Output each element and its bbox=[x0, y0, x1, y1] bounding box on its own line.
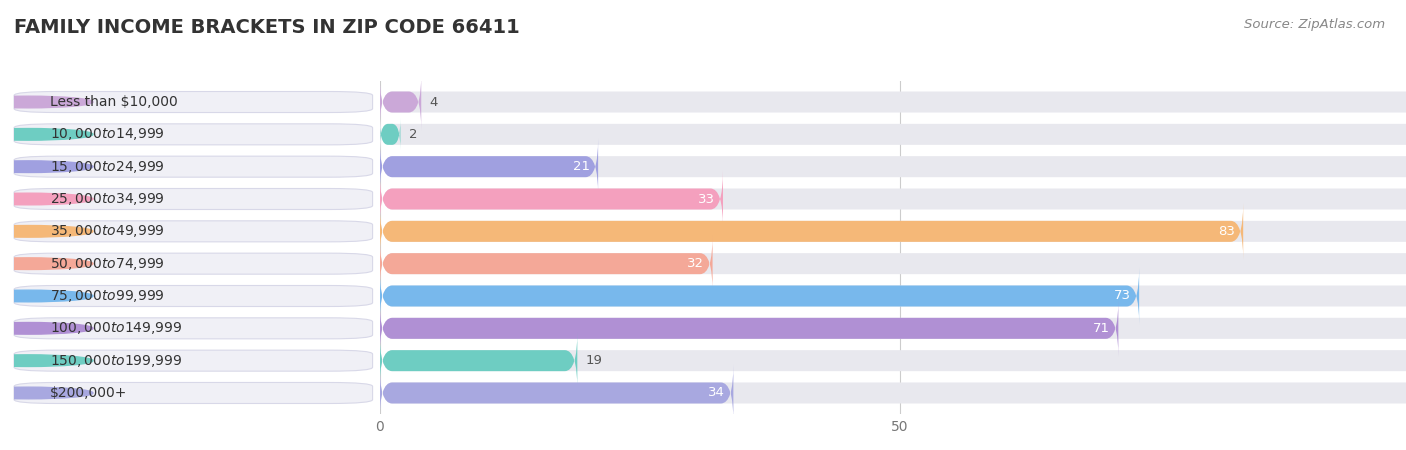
Text: $25,000 to $34,999: $25,000 to $34,999 bbox=[51, 191, 165, 207]
FancyBboxPatch shape bbox=[380, 74, 1406, 130]
Text: 32: 32 bbox=[688, 257, 704, 270]
Text: Less than $10,000: Less than $10,000 bbox=[51, 95, 177, 109]
Text: $50,000 to $74,999: $50,000 to $74,999 bbox=[51, 256, 165, 272]
FancyBboxPatch shape bbox=[14, 91, 373, 112]
FancyBboxPatch shape bbox=[380, 300, 1406, 356]
FancyBboxPatch shape bbox=[14, 124, 373, 145]
FancyBboxPatch shape bbox=[14, 350, 373, 371]
FancyBboxPatch shape bbox=[380, 119, 401, 150]
FancyBboxPatch shape bbox=[380, 333, 1406, 389]
Text: 73: 73 bbox=[1114, 289, 1130, 302]
Text: 21: 21 bbox=[572, 160, 589, 173]
Text: 83: 83 bbox=[1218, 225, 1234, 238]
Text: $75,000 to $99,999: $75,000 to $99,999 bbox=[51, 288, 165, 304]
Text: Source: ZipAtlas.com: Source: ZipAtlas.com bbox=[1244, 18, 1385, 31]
FancyBboxPatch shape bbox=[380, 203, 1243, 260]
Text: 4: 4 bbox=[430, 95, 437, 108]
Text: 71: 71 bbox=[1092, 322, 1109, 335]
Text: $35,000 to $49,999: $35,000 to $49,999 bbox=[51, 223, 165, 239]
Circle shape bbox=[0, 225, 93, 237]
FancyBboxPatch shape bbox=[14, 382, 373, 404]
Text: 34: 34 bbox=[709, 387, 725, 400]
Circle shape bbox=[0, 96, 93, 108]
Circle shape bbox=[0, 290, 93, 302]
FancyBboxPatch shape bbox=[380, 106, 1406, 162]
Text: $15,000 to $24,999: $15,000 to $24,999 bbox=[51, 159, 165, 175]
Text: $10,000 to $14,999: $10,000 to $14,999 bbox=[51, 126, 165, 142]
Text: $200,000+: $200,000+ bbox=[51, 386, 128, 400]
Circle shape bbox=[0, 323, 93, 334]
Circle shape bbox=[0, 258, 93, 270]
Text: $150,000 to $199,999: $150,000 to $199,999 bbox=[51, 353, 183, 369]
FancyBboxPatch shape bbox=[14, 253, 373, 274]
Text: 19: 19 bbox=[586, 354, 603, 367]
FancyBboxPatch shape bbox=[380, 333, 578, 389]
Circle shape bbox=[0, 355, 93, 366]
FancyBboxPatch shape bbox=[380, 171, 723, 227]
FancyBboxPatch shape bbox=[14, 221, 373, 242]
FancyBboxPatch shape bbox=[380, 139, 598, 195]
FancyBboxPatch shape bbox=[380, 268, 1406, 324]
FancyBboxPatch shape bbox=[380, 364, 1406, 421]
Circle shape bbox=[0, 193, 93, 205]
Text: $100,000 to $149,999: $100,000 to $149,999 bbox=[51, 320, 183, 336]
Circle shape bbox=[0, 161, 93, 172]
FancyBboxPatch shape bbox=[380, 139, 1406, 195]
FancyBboxPatch shape bbox=[380, 300, 1118, 356]
Circle shape bbox=[0, 387, 93, 399]
Text: 33: 33 bbox=[697, 193, 714, 206]
FancyBboxPatch shape bbox=[380, 268, 1139, 324]
FancyBboxPatch shape bbox=[380, 74, 422, 130]
FancyBboxPatch shape bbox=[380, 203, 1406, 260]
FancyBboxPatch shape bbox=[380, 171, 1406, 227]
FancyBboxPatch shape bbox=[14, 156, 373, 177]
FancyBboxPatch shape bbox=[380, 235, 713, 292]
FancyBboxPatch shape bbox=[380, 364, 734, 421]
FancyBboxPatch shape bbox=[14, 318, 373, 339]
Text: 2: 2 bbox=[409, 128, 418, 141]
FancyBboxPatch shape bbox=[14, 285, 373, 306]
Circle shape bbox=[0, 129, 93, 140]
FancyBboxPatch shape bbox=[380, 235, 1406, 292]
FancyBboxPatch shape bbox=[14, 189, 373, 210]
Text: FAMILY INCOME BRACKETS IN ZIP CODE 66411: FAMILY INCOME BRACKETS IN ZIP CODE 66411 bbox=[14, 18, 520, 37]
